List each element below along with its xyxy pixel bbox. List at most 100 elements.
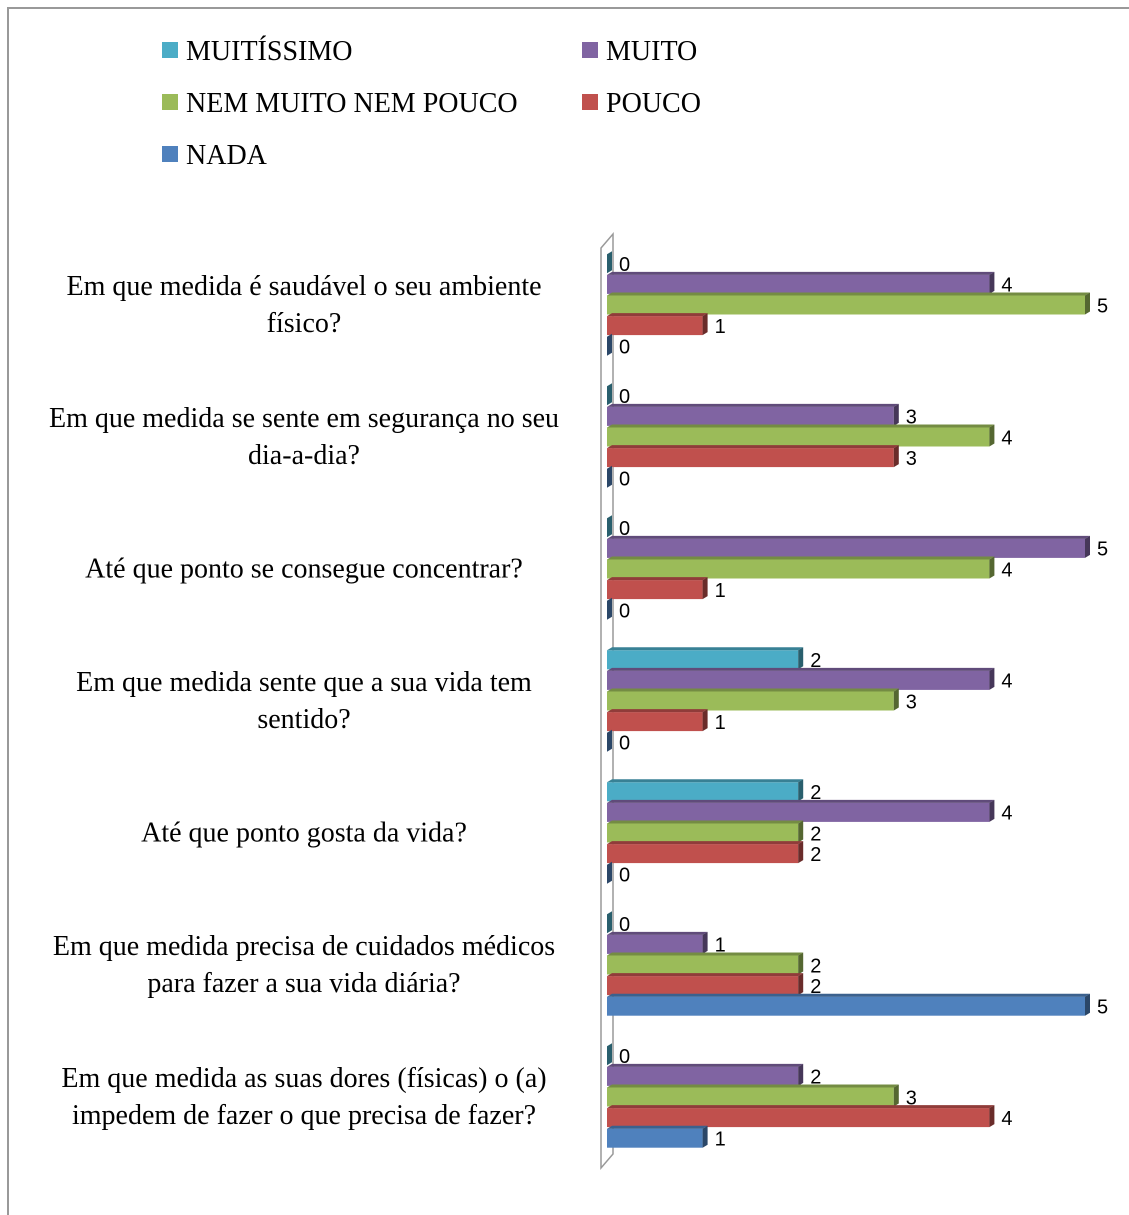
data-label: 3	[906, 448, 917, 470]
data-label: 2	[810, 1067, 821, 1089]
bar	[607, 1128, 703, 1148]
legend-swatch	[162, 146, 178, 162]
bar-end	[607, 597, 612, 620]
bar	[607, 448, 894, 468]
category-label: Em que medida se sente em segurança no s…	[48, 403, 560, 471]
data-label: 0	[619, 386, 630, 408]
bar-end	[1085, 292, 1090, 315]
bar	[607, 580, 703, 600]
data-label: 1	[715, 1128, 726, 1150]
category-label: Em que medida é saudável o seu ambiente …	[66, 271, 542, 339]
bar-end	[798, 820, 804, 843]
bar-end	[989, 424, 995, 447]
bar-top	[607, 931, 708, 935]
data-label: 2	[810, 782, 821, 804]
bar	[607, 427, 990, 447]
bar-end	[798, 647, 804, 670]
bar	[607, 406, 894, 426]
bar	[607, 712, 703, 732]
bar-top	[607, 973, 804, 977]
legend-label: POUCO	[606, 88, 701, 119]
bar-top	[607, 424, 995, 428]
data-label: 1	[715, 316, 726, 338]
plot-wall	[600, 231, 614, 1171]
bar-top	[607, 1105, 995, 1109]
bar-end	[893, 445, 899, 468]
bar-end	[989, 556, 995, 579]
data-label: 0	[619, 1046, 630, 1068]
legend-label: MUITÍSSIMO	[186, 36, 352, 67]
bar	[607, 538, 1085, 558]
bar-top	[607, 952, 804, 956]
bar	[607, 691, 894, 711]
bar-end	[607, 383, 612, 406]
bar-end	[607, 333, 612, 356]
bar	[607, 274, 990, 294]
data-label: 2	[810, 844, 821, 866]
data-label: 1	[715, 935, 726, 957]
bar-end	[989, 799, 995, 822]
data-label: 1	[715, 580, 726, 602]
bar-end	[607, 1043, 612, 1066]
data-label: 0	[619, 468, 630, 490]
bar-top	[607, 647, 804, 651]
bar-top	[607, 1084, 899, 1088]
bar-end	[798, 841, 804, 864]
bar-top	[607, 709, 708, 713]
data-label: 2	[810, 976, 821, 998]
legend-swatch	[582, 42, 598, 58]
bar-end	[893, 403, 899, 426]
bar	[607, 670, 990, 690]
bar-end	[989, 667, 995, 690]
bar-top	[607, 292, 1090, 296]
data-label: 0	[619, 600, 630, 622]
category-label: Em que medida as suas dores (físicas) o …	[61, 1063, 547, 1131]
data-label: 2	[810, 823, 821, 845]
data-label: 2	[810, 650, 821, 672]
bar-top	[607, 535, 1090, 539]
bar-top	[607, 556, 995, 560]
legend-swatch	[162, 42, 178, 58]
bar	[607, 559, 990, 579]
bar	[607, 782, 799, 802]
bar-top	[607, 779, 804, 783]
data-label: 3	[906, 1087, 917, 1109]
bar-end	[1085, 535, 1090, 558]
bar-top	[607, 577, 708, 581]
bar-end	[989, 271, 995, 294]
data-label: 3	[906, 691, 917, 713]
chart-frame	[7, 7, 1129, 1215]
category-label: Até que ponto se consegue concentrar?	[85, 553, 523, 585]
data-label: 1	[715, 712, 726, 734]
bar-top	[607, 993, 1090, 997]
bar-end	[989, 1105, 995, 1128]
data-label: 5	[1097, 539, 1108, 561]
bar	[607, 1108, 990, 1128]
data-label: 2	[810, 955, 821, 977]
bar-top	[607, 841, 804, 845]
bar	[607, 802, 990, 822]
data-label: 0	[619, 336, 630, 358]
bar-end	[702, 1125, 708, 1148]
bar-top	[607, 667, 995, 671]
data-label: 0	[619, 518, 630, 540]
data-label: 5	[1097, 295, 1108, 317]
bar	[607, 844, 799, 864]
data-label: 0	[619, 732, 630, 754]
bar	[607, 1066, 799, 1086]
data-label: 0	[619, 914, 630, 936]
bar-end	[798, 779, 804, 802]
bar-top	[607, 799, 995, 803]
bar	[607, 823, 799, 843]
data-label: 4	[1001, 427, 1012, 449]
bar-end	[702, 577, 708, 600]
bar-end	[798, 1063, 804, 1086]
data-label: 4	[1001, 275, 1012, 297]
bar-end	[798, 952, 804, 975]
bar	[607, 976, 799, 996]
bar-top	[607, 271, 995, 275]
bar-top	[607, 313, 708, 317]
data-label: 4	[1001, 559, 1012, 581]
data-label: 0	[619, 254, 630, 276]
